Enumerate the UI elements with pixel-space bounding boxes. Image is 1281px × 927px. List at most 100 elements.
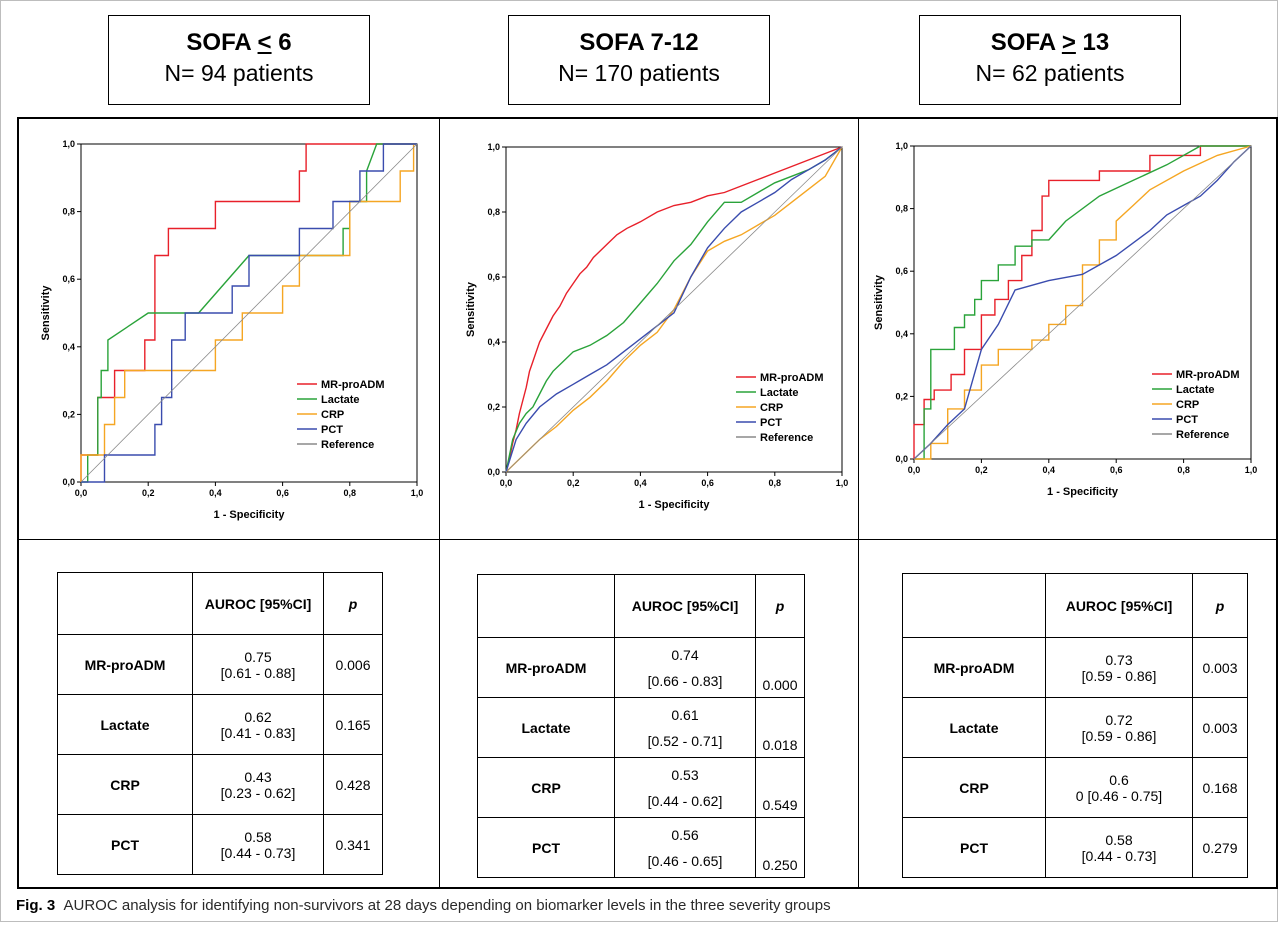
p-cell: 0.165	[323, 694, 383, 755]
roc-plot-sofa-high: 0,0 0,0 0,2 0,2 0,4 0,4 0,6 0,6 0,8 0,8 1,0 1,0 1 - …	[859, 119, 1276, 539]
y-tick-label: 0,4	[62, 342, 75, 352]
roc-line-reference	[505, 146, 843, 473]
legend-label: Lactate	[1176, 384, 1215, 396]
results-grid: 0,0 0,0 0,2 0,2 0,4 0,4 0,6 0,6 0,8 0,8 1,0 1,0 1 - …	[17, 117, 1278, 889]
auroc-cell: 0.58 [0.44 - 0.73]	[1045, 817, 1193, 878]
roc-line-mr-proadm	[505, 146, 843, 473]
roc-plot-sofa-mid: 0,0 0,0 0,2 0,2 0,4 0,4 0,6 0,6 0,8 0,8 1,0 1,0 1 - …	[440, 119, 858, 539]
auroc-header: AUROC [95%CI]	[614, 574, 756, 638]
p-header: p	[755, 574, 805, 638]
y-axis-label: Sensitivity	[873, 274, 885, 330]
y-tick-label: 0,4	[895, 329, 908, 339]
row-label: CRP	[57, 754, 193, 815]
roc-line-crp	[914, 145, 1252, 460]
auroc-cell: 0.43 [0.23 - 0.62]	[192, 754, 324, 815]
header-sofa-low: SOFA < 6 N= 94 patients	[108, 15, 370, 105]
auroc-cell: 0.62 [0.41 - 0.83]	[192, 694, 324, 755]
auroc-table-sofa-low: AUROC [95%CI] p MR-proADM 0.75 [0.61 - 0.…	[57, 572, 383, 875]
auroc-table-sofa-high: AUROC [95%CI] p MR-proADM 0.73 [0.59 - 0.…	[902, 573, 1248, 878]
auroc-cell: 0.58 [0.44 - 0.73]	[192, 814, 324, 875]
auroc-cell: 0.72 [0.59 - 0.86]	[1045, 697, 1193, 758]
legend-label: Reference	[321, 439, 374, 451]
y-tick-label: 0,8	[62, 207, 75, 217]
roc-line-lactate	[914, 145, 1251, 460]
table-row: PCT 0.58 [0.44 - 0.73] 0.279	[902, 817, 1248, 878]
table-corner	[477, 574, 615, 638]
y-axis-label: Sensitivity	[40, 285, 52, 341]
x-tick-label: 0,6	[701, 478, 714, 488]
y-tick-label: 0,0	[62, 477, 75, 487]
table-row: MR-proADM 0.75 [0.61 - 0.88] 0.006	[57, 634, 383, 695]
legend-label: Lactate	[760, 387, 799, 399]
row-label: PCT	[477, 817, 615, 878]
row-divider	[19, 539, 1276, 540]
x-tick-label: 0,2	[142, 488, 155, 498]
p-cell: 0.250	[755, 817, 805, 878]
legend-label: CRP	[1176, 399, 1199, 411]
legend-label: PCT	[1176, 414, 1198, 426]
header-title: SOFA 7-12	[579, 29, 699, 56]
y-tick-label: 0,8	[487, 207, 500, 217]
plot-area	[505, 146, 843, 473]
x-tick-label: 0,6	[1110, 465, 1123, 475]
auroc-cell: 0.75 [0.61 - 0.88]	[192, 634, 324, 695]
x-tick-label: 0,4	[634, 478, 647, 488]
table-row: PCT 0.58 [0.44 - 0.73] 0.341	[57, 814, 383, 875]
header-title: SOFA < 6	[186, 29, 292, 56]
auroc-header: AUROC [95%CI]	[192, 572, 324, 635]
p-cell: 0.428	[323, 754, 383, 815]
y-tick-label: 1,0	[487, 142, 500, 152]
x-axis-label: 1 - Specificity	[639, 499, 711, 511]
y-tick-label: 0,0	[487, 467, 500, 477]
table-row: Lactate 0.61 [0.52 - 0.71] 0.018	[477, 697, 805, 758]
p-cell: 0.003	[1192, 637, 1248, 698]
x-tick-label: 0,4	[1043, 465, 1056, 475]
table-corner	[902, 573, 1046, 638]
header-sofa-mid: SOFA 7-12 N= 170 patients	[508, 15, 770, 105]
auroc-cell: 0.74 [0.66 - 0.83]	[614, 637, 756, 698]
legend-label: Reference	[760, 432, 813, 444]
p-cell: 0.006	[323, 634, 383, 695]
row-label: MR-proADM	[477, 637, 615, 698]
row-label: PCT	[902, 817, 1046, 878]
x-tick-label: 1,0	[836, 478, 849, 488]
row-label: Lactate	[57, 694, 193, 755]
y-tick-label: 0,4	[487, 337, 500, 347]
y-tick-label: 0,6	[62, 274, 75, 284]
x-axis-label: 1 - Specificity	[214, 509, 286, 521]
y-tick-label: 1,0	[62, 139, 75, 149]
legend-label: PCT	[760, 417, 782, 429]
legend-label: CRP	[321, 409, 344, 421]
legend-label: Lactate	[321, 394, 360, 406]
y-tick-label: 0,2	[895, 391, 908, 401]
x-axis-label: 1 - Specificity	[1047, 486, 1119, 498]
caption-text: AUROC analysis for identifying non-survi…	[63, 897, 831, 914]
y-tick-label: 0,6	[487, 272, 500, 282]
auroc-cell: 0.56 [0.46 - 0.65]	[614, 817, 756, 878]
roc-line-mr-proadm	[913, 145, 1251, 459]
header-title: SOFA > 13	[990, 29, 1110, 56]
legend-label: PCT	[321, 424, 343, 436]
plot-area	[913, 145, 1252, 460]
header-subtitle: N= 94 patients	[164, 60, 314, 86]
x-tick-label: 0,2	[975, 465, 988, 475]
row-label: Lactate	[902, 697, 1046, 758]
plot-area	[80, 143, 418, 483]
x-tick-label: 0,2	[567, 478, 580, 488]
x-tick-label: 0,0	[500, 478, 513, 488]
column-divider	[858, 119, 859, 887]
roc-line-reference	[80, 143, 418, 483]
p-cell: 0.549	[755, 757, 805, 818]
row-label: MR-proADM	[902, 637, 1046, 698]
row-label: CRP	[902, 757, 1046, 818]
legend-label: MR-proADM	[760, 372, 824, 384]
auroc-cell: 0.53 [0.44 - 0.62]	[614, 757, 756, 818]
p-header: p	[1192, 573, 1248, 638]
p-header: p	[323, 572, 383, 635]
roc-line-reference	[913, 145, 1252, 460]
y-tick-label: 1,0	[895, 141, 908, 151]
table-corner	[57, 572, 193, 635]
x-tick-label: 0,4	[209, 488, 222, 498]
auroc-cell: 0.6 0 [0.46 - 0.75]	[1045, 757, 1193, 818]
roc-chart: 0,00,0 0,2 0,2 0,4 0,4 0,6 0,6 0,8 0,8 1,0 1,0 1 - …	[465, 142, 849, 511]
